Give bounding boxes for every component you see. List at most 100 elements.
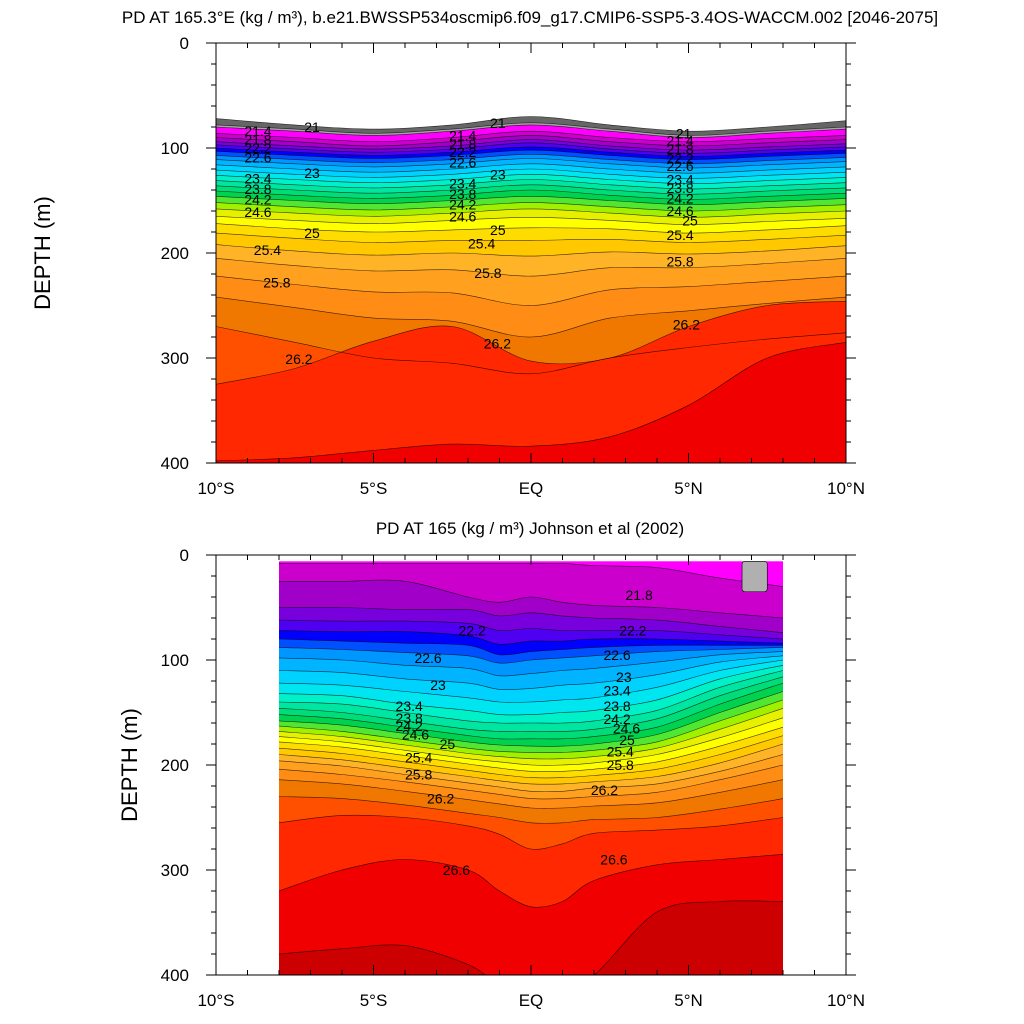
- contour-line: [216, 122, 846, 136]
- contour-label: 25: [619, 732, 635, 748]
- contour-band: [279, 900, 783, 975]
- contour-label: 23: [430, 677, 446, 693]
- contour-label: 23: [490, 166, 506, 182]
- contour-label: 25.8: [263, 274, 290, 290]
- contour-label: 25: [304, 225, 320, 241]
- contour-label: 23.8: [666, 180, 693, 196]
- contour-line: [216, 189, 846, 200]
- y-tick-label: 400: [161, 454, 189, 473]
- contour-line: [216, 342, 846, 462]
- y-axis-label: DEPTH (m): [117, 708, 142, 822]
- contour-line: [278, 717, 784, 766]
- y-tick-label: 400: [161, 966, 189, 985]
- contour-line: [216, 139, 846, 151]
- contour-label: 24.6: [402, 727, 429, 743]
- y-tick-label: 200: [161, 244, 189, 263]
- contour-band: [216, 342, 846, 463]
- y-axis-label: DEPTH (m): [30, 196, 55, 310]
- contour-label: 26.2: [673, 316, 700, 332]
- contour-line: [278, 764, 784, 800]
- contour-label: 23.4: [396, 698, 423, 714]
- x-tick-label: 10°S: [197, 479, 234, 498]
- contour-line: [278, 735, 784, 779]
- x-tick-label: 10°N: [827, 479, 865, 498]
- axes: 10°S 5°S EQ 5°N 10°N 0 100 200 300 400: [161, 546, 865, 1010]
- contour-line: [278, 655, 784, 691]
- contour-line: [216, 301, 846, 385]
- contour-line: [216, 195, 846, 206]
- contour-label: 21: [304, 119, 320, 135]
- contour-line: [278, 607, 784, 633]
- contour-label: 23.8: [244, 181, 271, 197]
- contour-line: [216, 296, 846, 338]
- contour-label: 21.8: [666, 141, 693, 157]
- contour-line: [278, 670, 784, 724]
- missing-data-patch: [741, 560, 768, 593]
- contour-label: 26.2: [427, 791, 454, 807]
- plot-area: 2121.421.822.222.62323.423.824.224.62525…: [216, 43, 846, 463]
- contour-label: 26.6: [600, 852, 627, 868]
- contour-label: 23.4: [449, 176, 476, 192]
- contour-label: 21.4: [666, 133, 693, 149]
- contour-line: [278, 638, 783, 656]
- contour-label: 24.2: [603, 711, 630, 727]
- contour-line: [278, 682, 784, 740]
- contour-line: [216, 158, 846, 169]
- contour-line: [216, 179, 846, 190]
- y-tick-label: 0: [180, 34, 189, 53]
- y-tick-label: 100: [161, 651, 189, 670]
- contour-label: 26.6: [443, 862, 470, 878]
- contour-label: 25.8: [474, 265, 501, 281]
- y-tick-label: 0: [180, 546, 189, 565]
- contour-label: 23.8: [396, 710, 423, 726]
- contour-line: [278, 743, 784, 785]
- contour-label: 22.6: [666, 158, 693, 174]
- contour-line: [278, 754, 784, 793]
- contour-line: [278, 676, 784, 732]
- x-tick-label: 5°S: [360, 991, 388, 1010]
- y-tick-label: 300: [161, 861, 189, 880]
- contour-line: [216, 146, 846, 157]
- contour-line: [278, 708, 784, 760]
- contour-line: [278, 900, 784, 975]
- contour-line: [216, 153, 846, 165]
- contour-line: [278, 779, 784, 809]
- contour-line: [278, 691, 784, 747]
- contour-label: 26.2: [484, 335, 511, 351]
- contour-label: 24.6: [666, 203, 693, 219]
- contour-label: 24.2: [449, 197, 476, 213]
- axes: 10°S 5°S EQ 5°N 10°N 0 100 200 300 400: [161, 34, 865, 498]
- contour-label: 23.4: [666, 172, 693, 188]
- plot-area: 21.822.2 22.222.6 22.6232323.423.423.823.8…: [278, 560, 784, 975]
- contour-label: 25.4: [607, 743, 634, 759]
- contour-line: [278, 699, 784, 753]
- contour-label: 25.4: [405, 750, 432, 766]
- contour-label: 23.8: [603, 698, 630, 714]
- contour-label: 24.2: [244, 191, 271, 207]
- contour-label: 22.2: [244, 140, 271, 156]
- contour-label: 25.8: [405, 766, 432, 782]
- contour-label: 26.2: [285, 351, 312, 367]
- contour-line: [216, 163, 846, 174]
- contour-line: [278, 630, 784, 645]
- panel-model: PD AT 165.3°E (kg / m³), b.e21.BWSSP534o…: [30, 8, 938, 498]
- contour-line: [216, 135, 846, 147]
- contour-line: [278, 665, 784, 716]
- contour-label: 22.2: [449, 144, 476, 160]
- contour-label: 22.2: [459, 623, 486, 639]
- contour-label: 23: [304, 165, 320, 181]
- x-tick-label: 5°N: [674, 479, 703, 498]
- contour-label: 23.8: [449, 186, 476, 202]
- contour-line: [216, 202, 846, 212]
- contour-line: [278, 619, 784, 640]
- panel-title: PD AT 165.3°E (kg / m³), b.e21.BWSSP534o…: [122, 8, 938, 27]
- contour-label: 24.6: [244, 204, 271, 220]
- contour-line: [216, 216, 846, 226]
- contour-label: 24.6: [449, 208, 476, 224]
- contour-label: 21.8: [449, 136, 476, 152]
- contour-label: 25: [682, 212, 698, 228]
- contour-label: 22.6: [603, 647, 630, 663]
- contour-label: 22.2: [619, 623, 646, 639]
- y-tick-label: 100: [161, 139, 189, 158]
- panel-title: PD AT 165 (kg / m³) Johnson et al (2002): [376, 519, 684, 538]
